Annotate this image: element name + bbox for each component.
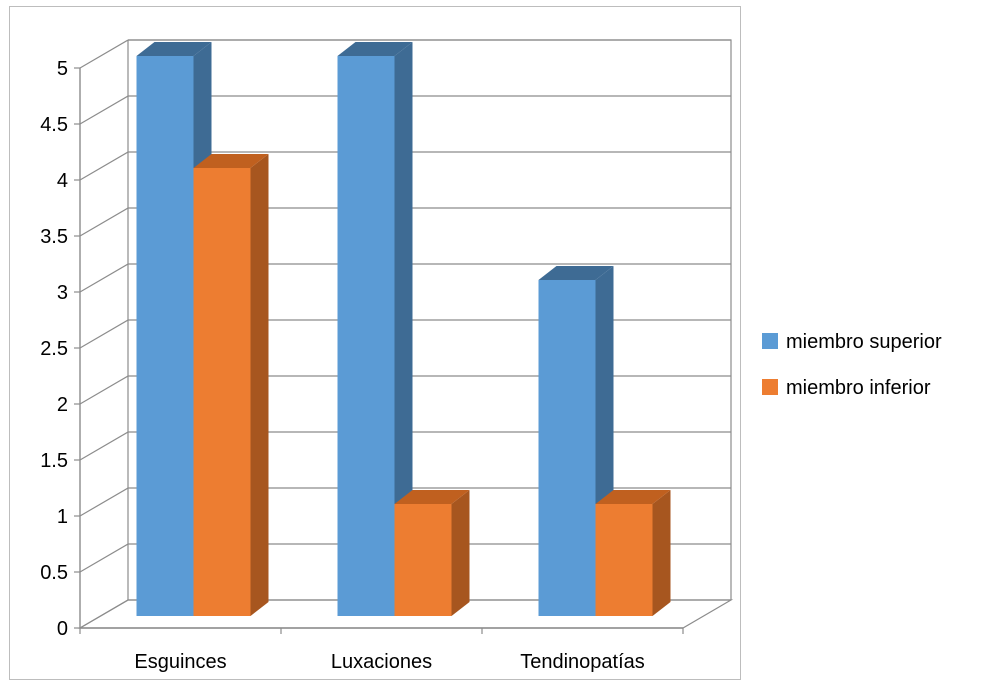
bar-side [394,42,413,616]
bar-side [451,490,470,616]
bar-top [193,154,269,168]
bar-front [136,56,194,616]
side-gridline [79,95,129,125]
y-tick-label: 2.5 [40,338,68,360]
side-gridline [79,151,129,181]
y-tick-label: 4 [57,170,68,192]
bar-front [193,168,251,616]
bar-top [337,42,413,56]
y-tick-label: 4.5 [40,114,68,136]
bar-front [538,280,596,616]
bar-top [136,42,212,56]
side-gridline [79,375,129,405]
bar [595,490,671,616]
side-gridline [79,207,129,237]
x-category-labels: Esguinces Luxaciones Tendinopatías [134,651,644,673]
bar-front [394,504,452,616]
bar-side [652,490,671,616]
legend-label: miembro superior [786,331,942,353]
side-gridline [79,599,129,629]
side-gridline [79,431,129,461]
bar [193,154,269,616]
y-tick-label: 1.5 [40,450,68,472]
bar-front [337,56,395,616]
y-tick-label: 5 [57,58,68,80]
y-tick-label: 3.5 [40,226,68,248]
y-tick-label: 1 [57,506,68,528]
bar-front [595,504,653,616]
legend-swatch [762,379,778,395]
legend-label: miembro inferior [786,377,931,399]
side-gridline [79,319,129,349]
x-category-label: Esguinces [134,651,226,673]
legend-item: miembro inferior [762,377,931,399]
legend-swatch [762,333,778,349]
chart-frame [9,6,741,680]
legend-item: miembro superior [762,331,942,353]
bar [394,490,470,616]
bar-top [538,266,614,280]
bar-top [595,490,671,504]
y-tick-label: 2 [57,394,68,416]
legend: miembro superior miembro inferior [762,331,942,399]
y-tick-label: 3 [57,282,68,304]
x-category-label: Luxaciones [331,651,432,673]
side-gridline [79,263,129,293]
side-gridline [79,39,129,69]
bars [136,42,671,616]
y-tick-label: 0.5 [40,562,68,584]
bar [337,42,413,616]
bar-side [250,154,269,616]
y-tick-labels: 0 0.5 1 1.5 2 2.5 3 3.5 4 4.5 5 [40,58,68,640]
axes [74,67,684,634]
side-gridline [79,487,129,517]
side-gridline [79,543,129,573]
y-tick-label: 0 [57,618,68,640]
bar-top [394,490,470,504]
x-category-label: Tendinopatías [520,651,645,673]
